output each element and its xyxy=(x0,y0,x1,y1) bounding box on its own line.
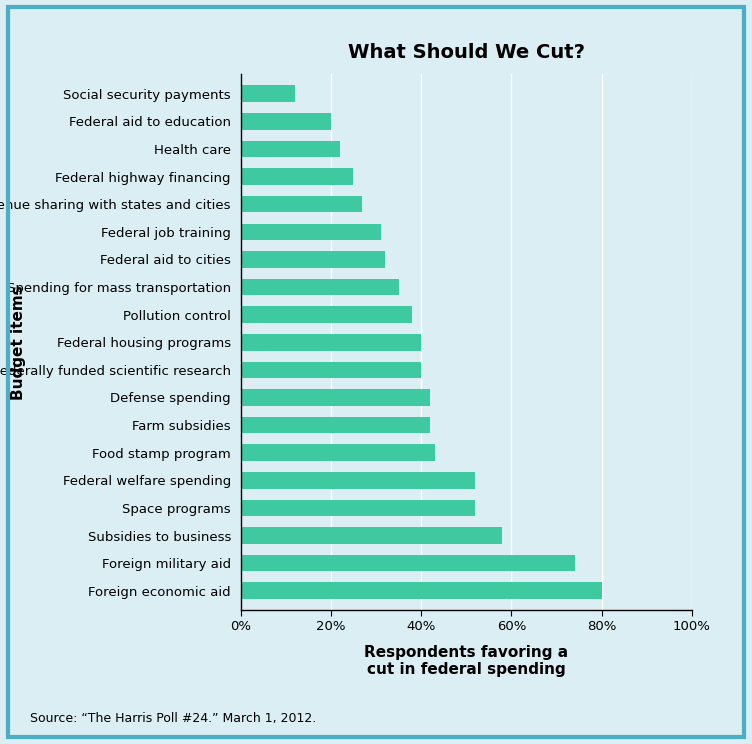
Text: Source: “The Harris Poll #24.” March 1, 2012.: Source: “The Harris Poll #24.” March 1, … xyxy=(30,713,317,725)
Bar xyxy=(241,500,475,516)
Bar xyxy=(241,362,421,378)
Bar xyxy=(241,307,412,323)
Bar xyxy=(241,389,430,405)
Bar xyxy=(241,527,502,544)
Bar xyxy=(241,223,381,240)
Bar xyxy=(241,251,385,268)
Bar xyxy=(241,279,399,295)
Bar xyxy=(241,444,435,461)
Bar xyxy=(241,168,353,185)
X-axis label: Respondents favoring a
cut in federal spending: Respondents favoring a cut in federal sp… xyxy=(364,644,569,677)
Bar xyxy=(241,196,362,213)
Bar xyxy=(241,583,602,599)
Bar xyxy=(241,472,475,489)
Bar xyxy=(241,141,340,157)
Bar xyxy=(241,417,430,433)
Title: What Should We Cut?: What Should We Cut? xyxy=(347,42,585,62)
Bar xyxy=(241,555,575,571)
Text: Budget items: Budget items xyxy=(11,285,26,400)
Bar xyxy=(241,334,421,350)
Bar xyxy=(241,113,331,129)
Bar xyxy=(241,86,295,102)
